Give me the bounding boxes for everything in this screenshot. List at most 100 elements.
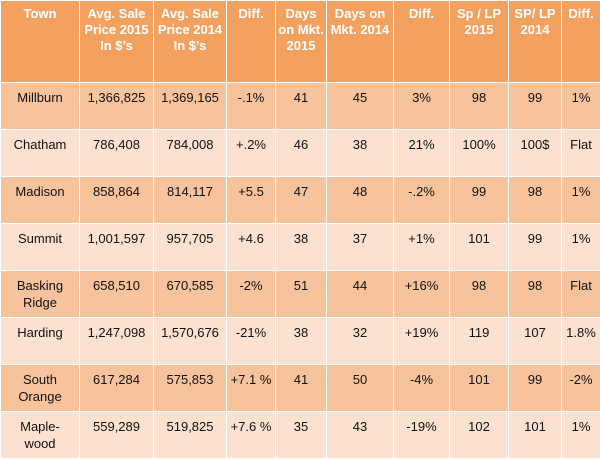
cell-splp-2015: 98 — [450, 83, 509, 130]
table-row: Harding 1,247,098 1,570,676 -21% 38 32 +… — [1, 318, 600, 365]
cell-avg-sale-2014: 784,008 — [154, 130, 227, 177]
column-header-splp-2015: Sp / LP 2015 — [450, 1, 509, 83]
cell-splp-2014: 101 — [509, 412, 562, 459]
cell-town: Summit — [1, 224, 80, 271]
cell-town: Chatham — [1, 130, 80, 177]
cell-price-diff: -2% — [227, 271, 276, 318]
table-row: South Orange 617,284 575,853 +7.1 % 41 5… — [1, 365, 600, 412]
cell-avg-sale-2015: 658,510 — [80, 271, 154, 318]
cell-splp-diff: Flat — [562, 130, 600, 177]
cell-splp-diff: 1% — [562, 83, 600, 130]
column-header-days-diff: Diff. — [394, 1, 450, 83]
cell-days-2014: 50 — [327, 365, 394, 412]
table-row: Chatham 786,408 784,008 +.2% 46 38 21% 1… — [1, 130, 600, 177]
cell-days-2015: 41 — [276, 83, 327, 130]
cell-splp-2015: 98 — [450, 271, 509, 318]
cell-price-diff: +4.6 — [227, 224, 276, 271]
cell-splp-2014: 98 — [509, 271, 562, 318]
cell-days-diff: 3% — [394, 83, 450, 130]
cell-town: South Orange — [1, 365, 80, 412]
cell-price-diff: +.2% — [227, 130, 276, 177]
cell-splp-2015: 101 — [450, 224, 509, 271]
cell-days-2015: 47 — [276, 177, 327, 224]
column-header-avg-sale-2015: Avg. Sale Price 2015 In $’s — [80, 1, 154, 83]
cell-days-2014: 48 — [327, 177, 394, 224]
cell-splp-2015: 119 — [450, 318, 509, 365]
cell-town: Harding — [1, 318, 80, 365]
cell-splp-2014: 99 — [509, 83, 562, 130]
cell-days-2015: 38 — [276, 318, 327, 365]
cell-days-2014: 37 — [327, 224, 394, 271]
cell-days-2014: 43 — [327, 412, 394, 459]
column-header-town: Town — [1, 1, 80, 83]
cell-town: Maple-wood — [1, 412, 80, 459]
cell-price-diff: -.1% — [227, 83, 276, 130]
cell-days-diff: -.2% — [394, 177, 450, 224]
cell-splp-diff: -2% — [562, 365, 600, 412]
cell-splp-2014: 99 — [509, 365, 562, 412]
cell-avg-sale-2015: 1,001,597 — [80, 224, 154, 271]
cell-days-diff: +19% — [394, 318, 450, 365]
cell-splp-2015: 101 — [450, 365, 509, 412]
cell-avg-sale-2015: 786,408 — [80, 130, 154, 177]
cell-avg-sale-2014: 1,570,676 — [154, 318, 227, 365]
cell-price-diff: +7.6 % — [227, 412, 276, 459]
cell-splp-2014: 107 — [509, 318, 562, 365]
cell-splp-diff: 1.8% — [562, 318, 600, 365]
table-row: Millburn 1,366,825 1,369,165 -.1% 41 45 … — [1, 83, 600, 130]
cell-splp-2015: 99 — [450, 177, 509, 224]
cell-splp-diff: 1% — [562, 224, 600, 271]
cell-days-2014: 45 — [327, 83, 394, 130]
table-row: Basking Ridge 658,510 670,585 -2% 51 44 … — [1, 271, 600, 318]
cell-avg-sale-2015: 1,247,098 — [80, 318, 154, 365]
cell-days-diff: +16% — [394, 271, 450, 318]
cell-days-diff: -4% — [394, 365, 450, 412]
cell-days-2015: 46 — [276, 130, 327, 177]
cell-days-diff: -19% — [394, 412, 450, 459]
cell-town: Millburn — [1, 83, 80, 130]
column-header-splp-diff: Diff. — [562, 1, 600, 83]
cell-days-2015: 35 — [276, 412, 327, 459]
cell-town: Madison — [1, 177, 80, 224]
cell-avg-sale-2014: 519,825 — [154, 412, 227, 459]
cell-splp-2015: 100% — [450, 130, 509, 177]
cell-price-diff: -21% — [227, 318, 276, 365]
cell-days-2014: 32 — [327, 318, 394, 365]
cell-days-2014: 38 — [327, 130, 394, 177]
column-header-avg-sale-2014: Avg. Sale Price 2014 In $’s — [154, 1, 227, 83]
cell-avg-sale-2015: 858,864 — [80, 177, 154, 224]
cell-town: Basking Ridge — [1, 271, 80, 318]
cell-avg-sale-2014: 957,705 — [154, 224, 227, 271]
column-header-days-2014: Days on Mkt. 2014 — [327, 1, 394, 83]
cell-days-2014: 44 — [327, 271, 394, 318]
header-row: Town Avg. Sale Price 2015 In $’s Avg. Sa… — [1, 1, 600, 83]
table-row: Summit 1,001,597 957,705 +4.6 38 37 +1% … — [1, 224, 600, 271]
cell-avg-sale-2015: 559,289 — [80, 412, 154, 459]
cell-avg-sale-2015: 617,284 — [80, 365, 154, 412]
table-row: Maple-wood 559,289 519,825 +7.6 % 35 43 … — [1, 412, 600, 459]
cell-avg-sale-2014: 1,369,165 — [154, 83, 227, 130]
cell-avg-sale-2014: 814,117 — [154, 177, 227, 224]
cell-days-2015: 38 — [276, 224, 327, 271]
cell-avg-sale-2014: 575,853 — [154, 365, 227, 412]
cell-splp-2014: 98 — [509, 177, 562, 224]
cell-days-2015: 41 — [276, 365, 327, 412]
cell-avg-sale-2014: 670,585 — [154, 271, 227, 318]
column-header-days-2015: Days on Mkt. 2015 — [276, 1, 327, 83]
cell-splp-diff: 1% — [562, 177, 600, 224]
cell-splp-diff: Flat — [562, 271, 600, 318]
cell-days-diff: 21% — [394, 130, 450, 177]
cell-days-diff: +1% — [394, 224, 450, 271]
cell-avg-sale-2015: 1,366,825 — [80, 83, 154, 130]
column-header-price-diff: Diff. — [227, 1, 276, 83]
cell-splp-diff: 1% — [562, 412, 600, 459]
column-header-splp-2014: SP/ LP 2014 — [509, 1, 562, 83]
cell-price-diff: +7.1 % — [227, 365, 276, 412]
cell-price-diff: +5.5 — [227, 177, 276, 224]
table-row: Madison 858,864 814,117 +5.5 47 48 -.2% … — [1, 177, 600, 224]
cell-days-2015: 51 — [276, 271, 327, 318]
cell-splp-2014: 99 — [509, 224, 562, 271]
cell-splp-2015: 102 — [450, 412, 509, 459]
cell-splp-2014: 100$ — [509, 130, 562, 177]
